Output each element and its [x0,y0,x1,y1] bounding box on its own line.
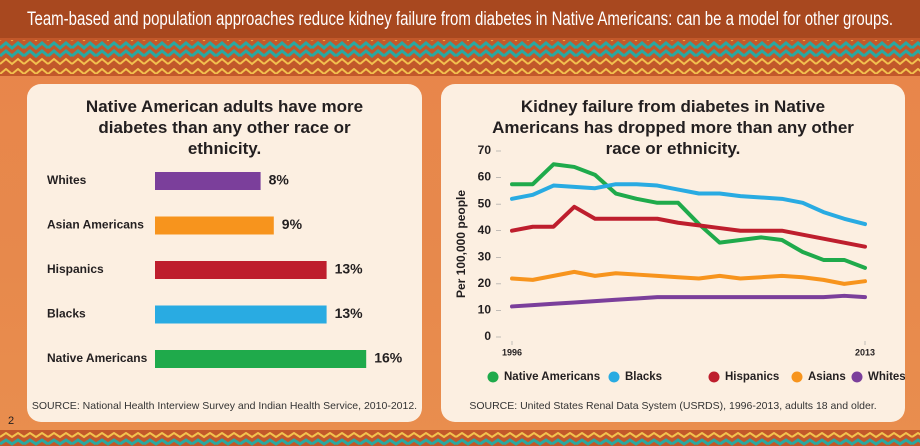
y-tick-label: 0 [484,329,491,343]
bar [155,305,327,324]
legend-label: Whites [868,371,905,383]
y-tick-label: 70 [478,143,492,157]
x-tick-label: 2013 [855,347,875,357]
legend-swatch [851,371,863,383]
page-number: 2 [8,415,14,427]
legend-label: Native Americans [504,371,600,383]
legend-swatch [487,371,499,383]
y-tick-label: 60 [478,170,492,184]
series-line [510,162,867,270]
value-label: 16% [374,350,403,366]
header-title: Team-based and population approaches red… [27,9,893,30]
legend-label: Blacks [625,371,662,383]
value-label: 8% [269,172,290,188]
category-label: Native Americans [47,351,148,365]
bar-chart: Whites 8% Asian Americans 9% Hispanics 13% Bla… [47,172,403,368]
legend-swatch [608,371,620,383]
source-note: SOURCE: National Health Interview Survey… [31,400,418,412]
category-label: Hispanics [47,262,104,276]
source-note: SOURCE: United States Renal Data System … [469,400,877,412]
legend-label: Hispanics [725,371,779,383]
right-panel: Kidney failure from diabetes in Native A… [441,84,905,422]
legend-swatch [708,371,720,383]
legend-label: Asians [808,371,846,383]
y-tick-label: 40 [478,223,492,237]
series-line [510,293,867,309]
chart-title: Native American adults have more diabete… [85,97,364,158]
chart-title: Kidney failure from diabetes in Native A… [492,97,854,158]
y-tick-label: 10 [478,303,492,317]
legend-swatch [791,371,803,383]
series-line [510,182,867,227]
y-tick-label: 50 [478,196,492,210]
left-panel: Native American adults have more diabete… [27,84,422,422]
series-line [510,269,867,286]
bar [155,216,274,235]
bar [155,172,261,190]
category-label: Blacks [47,307,86,321]
y-tick-label: 30 [478,249,492,263]
x-tick-label: 1996 [502,347,522,357]
y-axis-label: Per 100,000 people [454,190,468,298]
series-line [510,204,867,249]
bar [155,350,367,368]
category-label: Asian Americans [47,218,144,232]
value-label: 13% [335,305,364,321]
line-chart: 0 10 20 30 40 50 60 70 1996 2013 Per 100,000 peopl… [454,143,905,383]
value-label: 13% [335,261,364,277]
y-tick-label: 20 [478,276,492,290]
value-label: 9% [282,216,303,232]
bar [155,261,327,279]
category-label: Whites [47,173,87,187]
